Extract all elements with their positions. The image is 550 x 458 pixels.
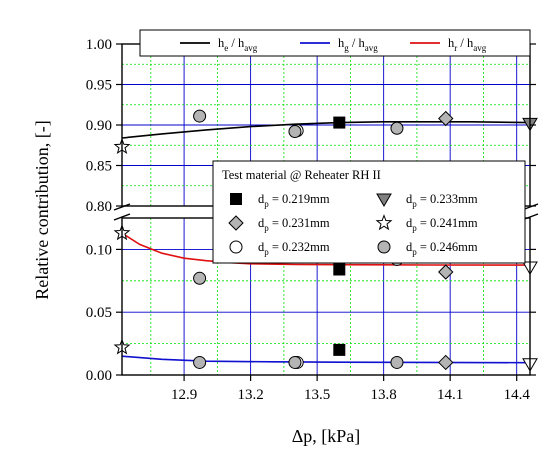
curve-legend-sub2: avg bbox=[244, 43, 257, 53]
marker-dp_0246 bbox=[193, 271, 207, 285]
marker-legend-sub: p bbox=[264, 223, 269, 233]
curve-hg bbox=[122, 355, 530, 364]
marker-legend-prefix: d bbox=[406, 216, 413, 230]
marker-dp_0246 bbox=[288, 355, 302, 369]
marker-dp_0246 bbox=[193, 109, 207, 123]
y-tick-label: 0.10 bbox=[86, 242, 112, 258]
x-tick-label: 13.2 bbox=[237, 387, 263, 403]
marker-dp_0246 bbox=[390, 121, 404, 135]
x-tick-label: 14.1 bbox=[437, 387, 463, 403]
marker-legend-value: = 0.246mm bbox=[417, 240, 478, 254]
marker-legend-prefix: d bbox=[406, 192, 413, 206]
marker-legend-entry: dp = 0.232mm bbox=[229, 240, 330, 257]
curve-legend-sub2: avg bbox=[365, 43, 378, 53]
marker-legend-symbol bbox=[230, 193, 242, 205]
marker-dp_0231 bbox=[438, 264, 454, 280]
marker-legend-sub: p bbox=[264, 199, 269, 209]
marker-legend-symbol bbox=[375, 214, 393, 231]
curve-legend-sub: r bbox=[454, 43, 457, 53]
marker-legend-prefix: d bbox=[258, 240, 265, 254]
axis-break-gap bbox=[114, 207, 130, 217]
curve-legend-div: / h bbox=[228, 36, 245, 50]
curve-legend-div: / h bbox=[349, 36, 366, 50]
x-tick-label: 13.5 bbox=[304, 387, 330, 403]
y-tick-label: 1.00 bbox=[86, 37, 112, 53]
marker-legend-symbol bbox=[228, 215, 244, 231]
curve-legend-main: h bbox=[338, 36, 345, 50]
marker-legend-label: dp = 0.241mm bbox=[406, 216, 478, 233]
curve-legend: he / havg hg / havg hr / havg bbox=[139, 29, 531, 57]
axes: 0.80 0.85 0.90 0.95 1.00 0.00 0.05 0.10 12.9 13.2… bbox=[86, 37, 539, 403]
curve-legend-label: hg / havg bbox=[338, 36, 378, 53]
marker-legend-label: dp = 0.233mm bbox=[406, 192, 478, 209]
curve-legend-label: hr / havg bbox=[448, 36, 487, 53]
x-tick-label: 13.8 bbox=[371, 387, 397, 403]
marker-legend-entry: dp = 0.246mm bbox=[377, 240, 478, 257]
marker-legend-prefix: d bbox=[258, 216, 265, 230]
curve-legend-main: h bbox=[218, 36, 225, 50]
marker-dp_0219 bbox=[333, 343, 346, 356]
y-tick-label: 0.00 bbox=[86, 368, 112, 384]
marker-legend-sub: p bbox=[412, 223, 417, 233]
axis-break-mark bbox=[113, 203, 131, 221]
marker-dp_0246 bbox=[193, 355, 207, 369]
y-axis-title: Relative contribution, [-] bbox=[32, 120, 52, 299]
marker-legend-label: dp = 0.231mm bbox=[258, 216, 330, 233]
y-tick-label: 0.05 bbox=[86, 305, 112, 321]
axis-break-gap bbox=[522, 207, 538, 217]
marker-legend-box bbox=[212, 160, 526, 264]
curve-legend-main: h bbox=[448, 36, 455, 50]
marker-legend-sub: p bbox=[412, 199, 417, 209]
x-tick-label: 12.9 bbox=[171, 387, 197, 403]
curve-legend-sub2: avg bbox=[473, 43, 486, 53]
curve-legend-div: / h bbox=[457, 36, 474, 50]
marker-legend-prefix: d bbox=[406, 240, 413, 254]
marker-legend-sub: p bbox=[264, 247, 269, 257]
curve-legend-sub: g bbox=[344, 43, 349, 53]
axis-break-slash bbox=[113, 213, 131, 221]
y-tick-label: 0.80 bbox=[86, 199, 112, 215]
marker-dp_0219 bbox=[333, 263, 346, 276]
marker-legend-value: = 0.231mm bbox=[269, 216, 330, 230]
marker-legend-value: = 0.233mm bbox=[417, 192, 478, 206]
axis-break-slash bbox=[113, 203, 131, 211]
marker-dp_0246 bbox=[390, 355, 404, 369]
marker-legend-symbol bbox=[377, 240, 391, 254]
marker-legend-title: Test material @ Reheater RH II bbox=[222, 168, 381, 182]
marker-legend-label: dp = 0.246mm bbox=[406, 240, 478, 257]
marker-legend-value: = 0.219mm bbox=[269, 192, 330, 206]
marker-legend-symbol bbox=[376, 193, 392, 207]
y-tick-label: 0.85 bbox=[86, 159, 112, 175]
marker-legend-label: dp = 0.232mm bbox=[258, 240, 330, 257]
marker-dp_0231 bbox=[438, 110, 454, 127]
marker-legend-entry: dp = 0.231mm bbox=[228, 215, 330, 233]
marker-legend-value: = 0.232mm bbox=[269, 240, 330, 254]
x-axis-title: Δp, [kPa] bbox=[292, 426, 361, 446]
marker-legend-prefix: d bbox=[258, 192, 265, 206]
marker-legend-sub: p bbox=[412, 247, 417, 257]
marker-dp_0231 bbox=[438, 354, 454, 371]
marker-dp_0246 bbox=[288, 124, 302, 138]
marker-legend-value: = 0.241mm bbox=[417, 216, 478, 230]
marker-legend-entry: dp = 0.233mm bbox=[376, 192, 478, 209]
x-tick-label: 14.4 bbox=[504, 387, 531, 403]
curve-legend-sub: e bbox=[224, 43, 228, 53]
marker-legend-entry: dp = 0.241mm bbox=[375, 214, 478, 233]
curve-legend-label: he / havg bbox=[218, 36, 258, 53]
marker-legend-label: dp = 0.219mm bbox=[258, 192, 330, 209]
data-markers bbox=[113, 109, 538, 372]
marker-legend-entry: dp = 0.219mm bbox=[230, 192, 330, 209]
y-tick-label: 0.90 bbox=[86, 118, 112, 134]
marker-dp_0219 bbox=[333, 116, 346, 129]
y-tick-label: 0.95 bbox=[86, 78, 112, 94]
marker-legend-symbol bbox=[229, 240, 243, 254]
